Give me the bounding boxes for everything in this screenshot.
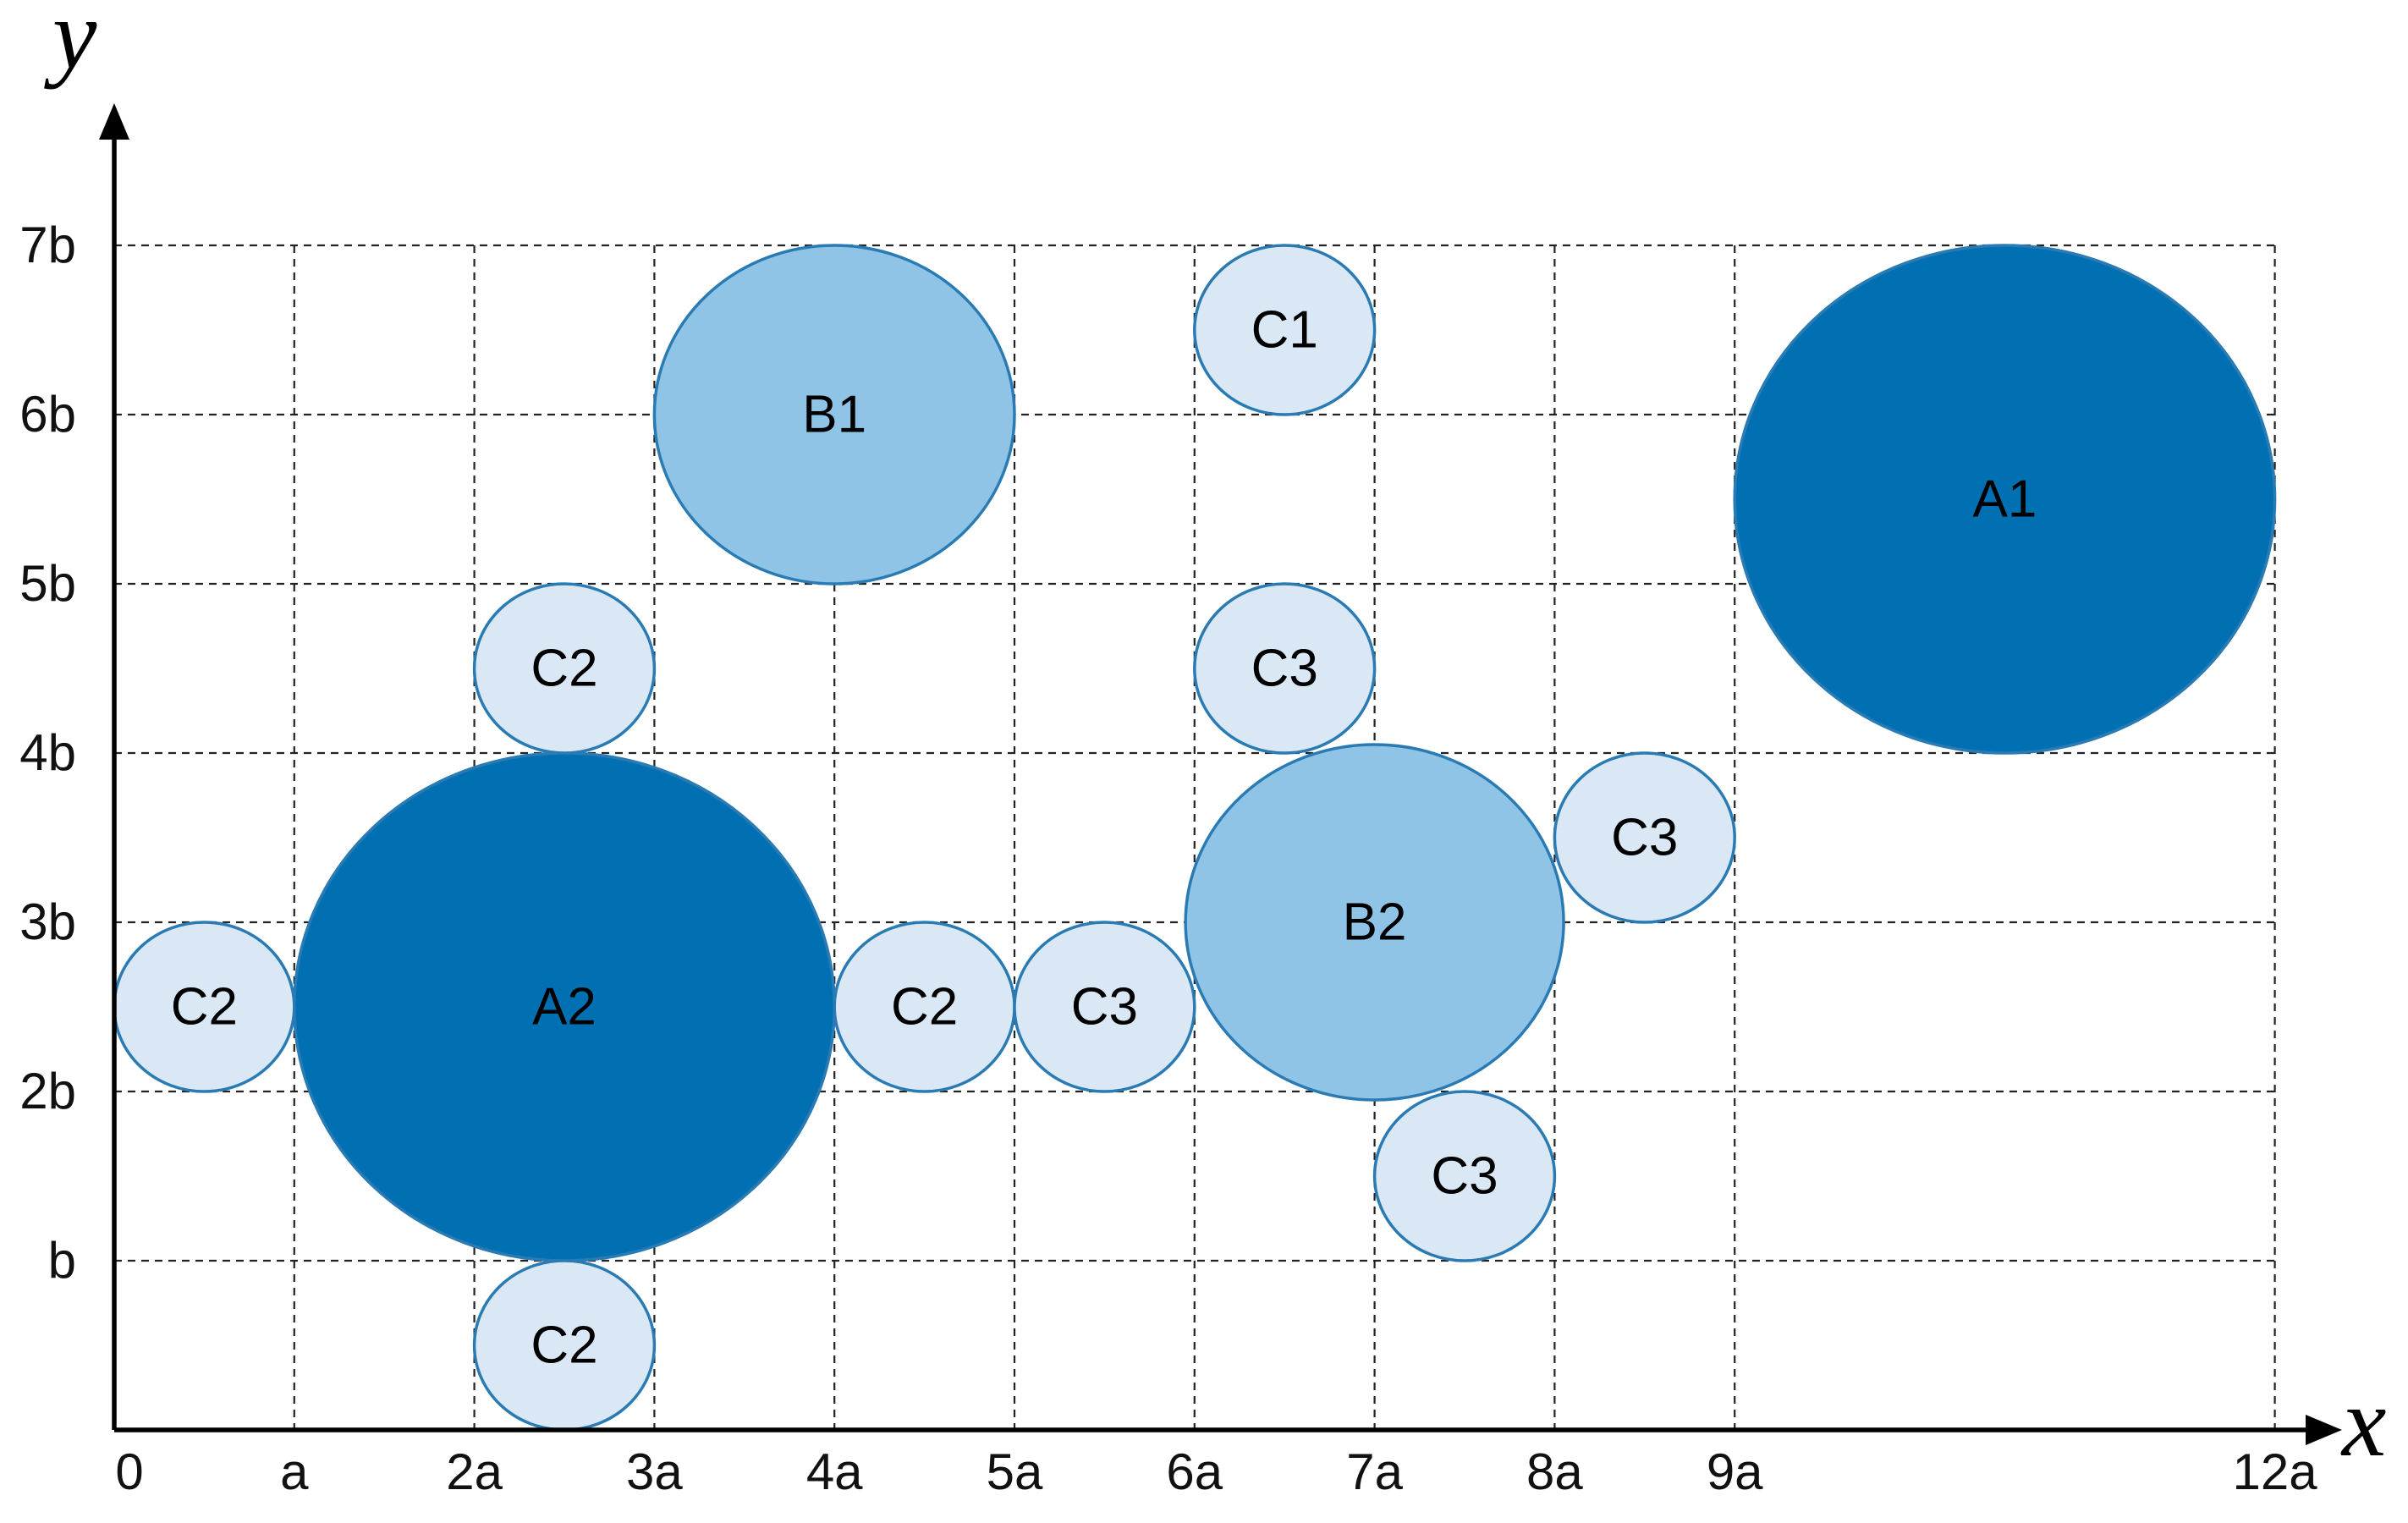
x-tick-label: 2a [446,1443,503,1500]
circle-shape [652,244,1016,586]
circle-shape [472,582,657,755]
circle-label: A1 [1972,470,2037,529]
circle-label: C1 [1251,301,1318,360]
y-tick-label: 4b [19,724,76,781]
y-axis-arrowhead [99,103,129,140]
x-axis-arrowhead [2306,1415,2342,1445]
circle-label: C2 [891,978,958,1036]
y-tick-label: 2b [19,1063,76,1119]
circle-c2: C2 [833,921,1016,1093]
x-tick-label: 8a [1526,1443,1583,1500]
circle-c3: C3 [1553,751,1736,924]
circle-c1: C1 [1193,244,1377,416]
x-tick-label: 0 [115,1443,143,1500]
circle-label: C3 [1251,640,1318,698]
circle-label: C2 [531,640,597,698]
circle-shape [1013,921,1196,1093]
y-tick-label: 6b [19,386,76,443]
circle-label: C2 [171,978,238,1036]
circle-c3: C3 [1013,921,1196,1093]
circle-c2: C2 [472,582,657,755]
x-axis-name: x [2340,1366,2386,1477]
circle-label: B2 [1343,893,1407,952]
circle-label: C3 [1611,809,1678,867]
circle-c3: C3 [1193,582,1377,755]
circle-shape [1193,244,1377,416]
circle-shape [1553,751,1736,924]
y-tick-label: 3b [19,893,76,950]
y-tick-labels: b 2b 3b 4b 5b 6b 7b [19,217,76,1289]
circle-layer: A1 A2 B1 B2 C1 C2 C2 C2 C2 C3 C3 C3 C3 [113,244,2277,1432]
y-tick-label: b [48,1232,76,1289]
x-tick-label: 12a [2233,1443,2318,1500]
x-tick-label: a [280,1443,309,1500]
axes: x y [44,0,2386,1477]
circle-shape [1372,1090,1557,1262]
circle-c3: C3 [1372,1090,1557,1262]
x-tick-labels: 0 a 2a 3a 4a 5a 6a 7a 8a 9a 12a [115,1443,2317,1500]
x-tick-label: 9a [1707,1443,1763,1500]
x-tick-label: 7a [1346,1443,1403,1500]
circle-shape [1733,244,2277,755]
circle-c2: C2 [113,921,296,1093]
circle-b1: B1 [652,244,1016,586]
y-tick-label: 7b [19,217,76,273]
x-tick-label: 4a [806,1443,863,1500]
circle-label: C2 [531,1317,597,1375]
circle-b2: B2 [1184,743,1565,1102]
circle-label: C3 [1431,1147,1498,1206]
circle-shape [1193,582,1377,755]
circle-shape [1184,743,1565,1102]
circle-label: A2 [532,978,597,1036]
y-tick-label: 5b [19,555,76,612]
circle-a2: A2 [293,751,836,1262]
x-tick-label: 6a [1166,1443,1223,1500]
circle-c2: C2 [472,1259,657,1432]
x-tick-label: 5a [987,1443,1043,1500]
x-tick-label: 3a [626,1443,683,1500]
circle-label: B1 [802,386,866,444]
circle-label: C3 [1071,978,1138,1036]
y-axis-name: y [44,0,97,90]
circle-a1: A1 [1733,244,2277,755]
